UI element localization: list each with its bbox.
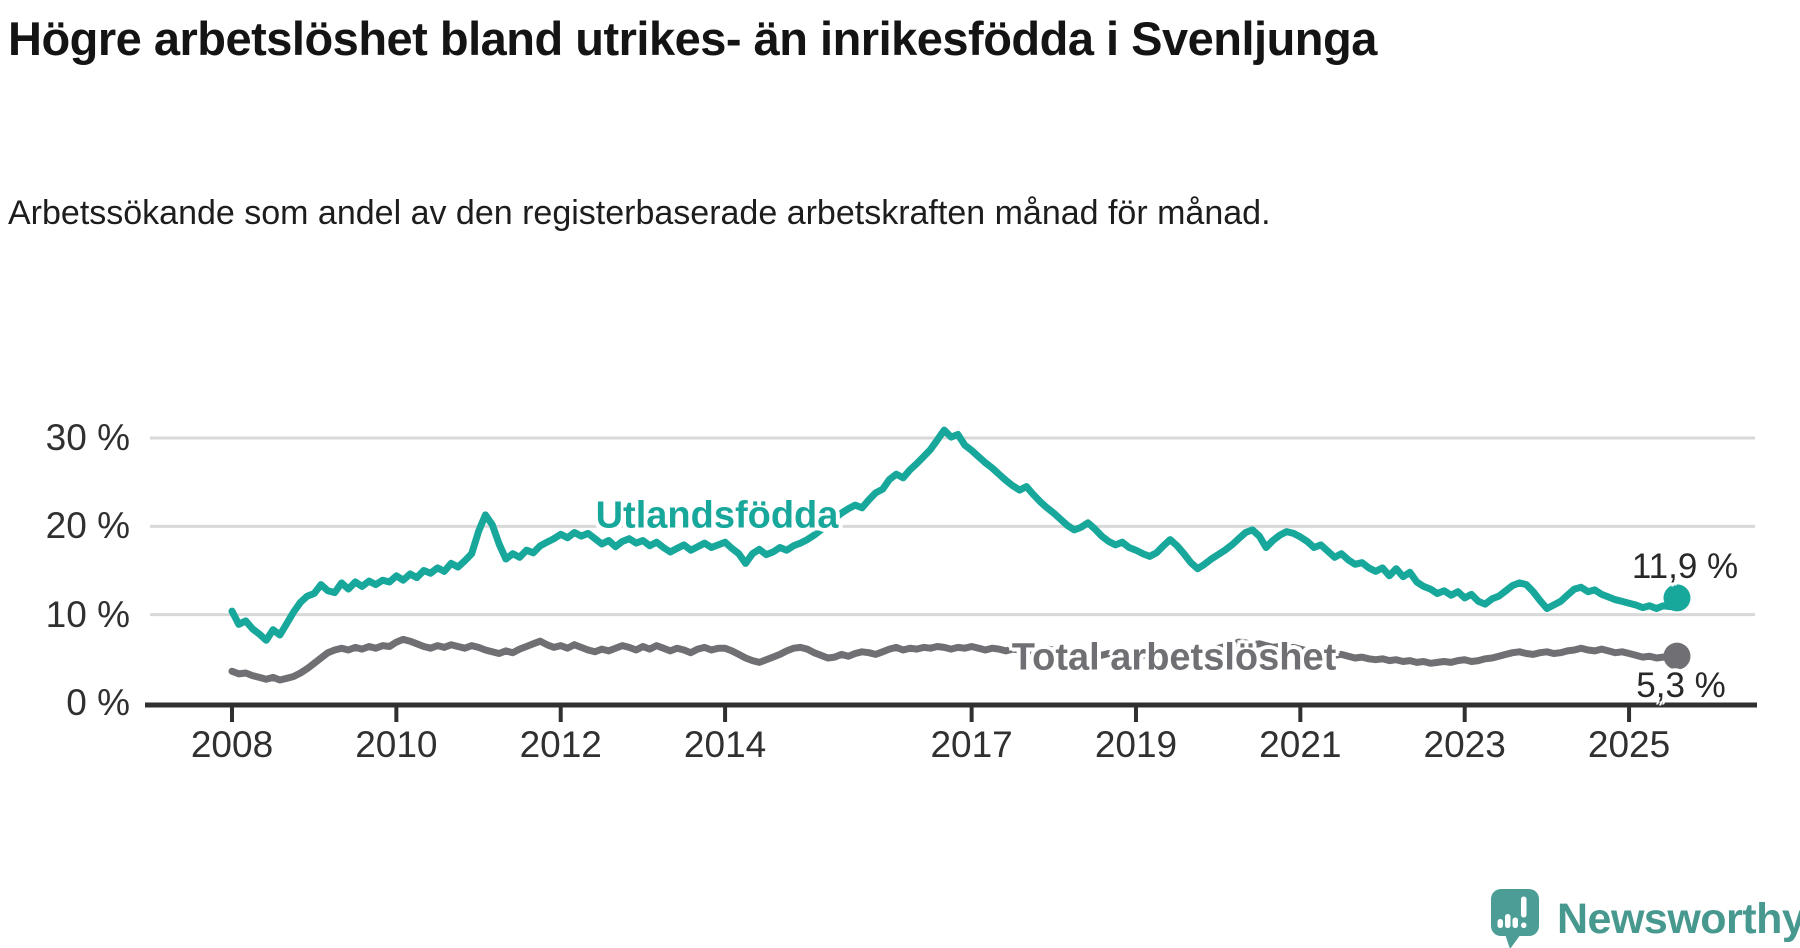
chart-subtitle: Arbetssökande som andel av den registerb… [8, 194, 1271, 232]
y-tick-label-20: 20 % [45, 505, 130, 546]
x-tick-label-2012: 2012 [519, 724, 602, 765]
newsworthy-logo-icon [1491, 889, 1539, 948]
y-tick-label-10: 10 % [45, 594, 130, 635]
x-tick-label-2021: 2021 [1259, 724, 1342, 765]
x-tick-label-2014: 2014 [683, 724, 767, 765]
x-tick-label-2017: 2017 [930, 724, 1013, 765]
series-line-utlandsfodda [228, 426, 1681, 644]
series-label-utlandsfodda: Utlandsfödda [595, 494, 839, 537]
x-tick-label-2010: 2010 [355, 724, 438, 765]
series-label-total-arbetsloshet: Total arbetslöshet [1011, 636, 1337, 679]
end-value-label-utlandsfodda: 11,9 % [1631, 547, 1739, 586]
chart-title: Högre arbetslöshet bland utrikes- än inr… [8, 12, 1377, 65]
x-tick-label-2019: 2019 [1094, 724, 1178, 765]
y-tick-label-0: 0 % [66, 682, 130, 723]
x-tick-label-2023: 2023 [1423, 724, 1506, 765]
series-line-total [228, 635, 1681, 684]
x-tick-label-2025: 2025 [1587, 724, 1671, 765]
series-end-dot-utlandsfodda [1663, 584, 1691, 612]
newsworthy-logo: Newsworthy [1490, 888, 1800, 948]
series-end-dot-total [1663, 642, 1691, 670]
y-tick-label-30: 30 % [45, 417, 130, 458]
newsworthy-logo-text: Newsworthy [1557, 895, 1800, 943]
end-value-label-total: 5,3 % [1636, 666, 1726, 705]
x-tick-label-2008: 2008 [190, 724, 274, 765]
